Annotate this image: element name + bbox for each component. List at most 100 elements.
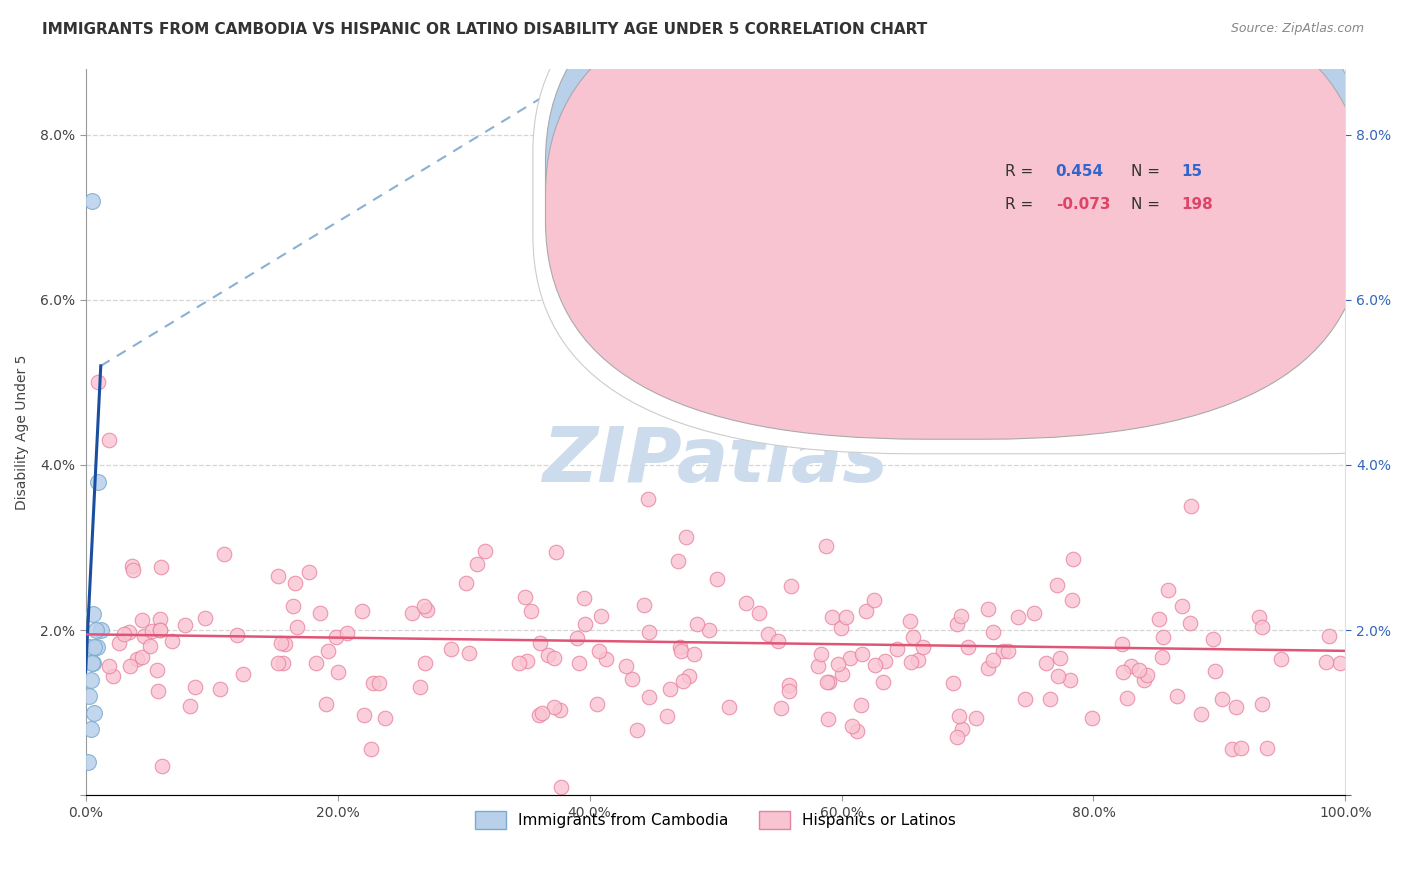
Point — [1111, 637, 1133, 651]
Text: R =: R = — [1005, 164, 1039, 179]
Point — [907, 653, 929, 667]
Text: ZIPatlas: ZIPatlas — [543, 424, 889, 498]
Point — [807, 659, 830, 673]
Point — [103, 668, 125, 682]
Point — [977, 602, 1000, 616]
Point — [1270, 652, 1292, 666]
Point — [226, 628, 249, 642]
Point — [287, 620, 309, 634]
Point — [814, 539, 837, 553]
Point — [821, 610, 844, 624]
Point — [519, 604, 541, 618]
Point — [1156, 582, 1178, 597]
Point — [595, 651, 617, 665]
Point — [898, 614, 921, 628]
Point — [1039, 692, 1062, 706]
Point — [1230, 740, 1253, 755]
Point — [413, 656, 436, 670]
Point — [1062, 551, 1084, 566]
Text: IMMIGRANTS FROM CAMBODIA VS HISPANIC OR LATINO DISABILITY AGE UNDER 5 CORRELATIO: IMMIGRANTS FROM CAMBODIA VS HISPANIC OR … — [42, 22, 928, 37]
Point — [149, 623, 172, 637]
Point — [194, 611, 217, 625]
Point — [409, 681, 432, 695]
Point — [1317, 629, 1340, 643]
Point — [77, 756, 100, 770]
Point — [160, 634, 183, 648]
Point — [675, 530, 697, 544]
Point — [948, 708, 970, 723]
Point — [1046, 669, 1069, 683]
Point — [669, 643, 692, 657]
Point — [983, 653, 1005, 667]
Point — [565, 631, 588, 645]
Point — [706, 572, 728, 586]
Point — [863, 592, 886, 607]
Point — [1150, 649, 1173, 664]
Point — [271, 656, 294, 670]
Point — [90, 623, 112, 637]
Point — [830, 621, 852, 635]
Point — [981, 625, 1004, 640]
Point — [1136, 668, 1159, 682]
Point — [374, 711, 396, 725]
Point — [80, 673, 103, 687]
Point — [270, 636, 292, 650]
Point — [79, 690, 101, 704]
Point — [1133, 673, 1156, 687]
Point — [886, 641, 908, 656]
Point — [543, 651, 565, 665]
FancyBboxPatch shape — [546, 0, 1364, 439]
Point — [1049, 650, 1071, 665]
Point — [568, 656, 591, 670]
Point — [274, 637, 297, 651]
Point — [149, 560, 172, 574]
Point — [686, 617, 709, 632]
Point — [1080, 711, 1102, 725]
Point — [543, 699, 565, 714]
Point — [98, 659, 121, 673]
FancyBboxPatch shape — [533, 0, 1406, 454]
Point — [993, 644, 1015, 658]
Point — [658, 681, 681, 696]
Point — [683, 647, 706, 661]
Point — [267, 656, 290, 670]
Text: -0.073: -0.073 — [1056, 197, 1111, 212]
Point — [942, 676, 965, 690]
Point — [1116, 691, 1139, 706]
Point — [457, 646, 479, 660]
Point — [79, 640, 101, 654]
Point — [903, 630, 925, 644]
Point — [841, 719, 863, 733]
Point — [621, 672, 644, 686]
Point — [1211, 691, 1233, 706]
Point — [80, 723, 103, 737]
Point — [1152, 630, 1174, 644]
Point — [529, 636, 551, 650]
Point — [83, 640, 105, 654]
Point — [145, 663, 167, 677]
Point — [118, 625, 141, 640]
Point — [900, 655, 922, 669]
Point — [544, 545, 567, 559]
Text: 15: 15 — [1181, 164, 1202, 179]
Point — [122, 563, 145, 577]
Point — [121, 559, 143, 574]
Point — [912, 640, 935, 654]
Point — [756, 626, 779, 640]
Point — [669, 640, 692, 654]
Point — [80, 657, 103, 671]
Point — [946, 730, 969, 744]
Point — [666, 554, 689, 568]
Point — [127, 651, 149, 665]
Point — [637, 624, 659, 639]
Point — [1147, 611, 1170, 625]
Point — [614, 659, 637, 673]
Point — [855, 604, 877, 618]
Point — [353, 707, 375, 722]
Point — [875, 654, 897, 668]
Point — [778, 684, 800, 698]
Point — [1119, 659, 1142, 673]
Point — [1059, 673, 1081, 688]
Point — [831, 667, 853, 681]
Point — [112, 627, 135, 641]
